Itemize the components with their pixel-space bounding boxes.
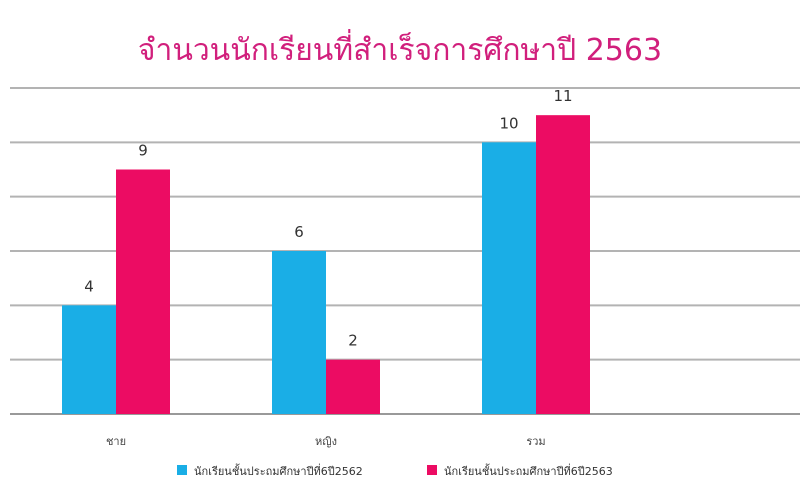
data-label-1-2: 6 bbox=[294, 223, 304, 241]
bar-2-1 bbox=[116, 169, 170, 414]
bar-1-3 bbox=[482, 142, 536, 415]
x-tick-label: หญิง bbox=[315, 435, 337, 448]
data-label-1-1: 4 bbox=[84, 277, 94, 295]
legend-label-1: นักเรียนชั้นประถมศึกษาปีที่6ปี2562 bbox=[194, 463, 363, 478]
data-labels: 4 9 6 2 10 11 bbox=[84, 87, 572, 350]
data-label-2-1: 9 bbox=[138, 142, 148, 160]
bar-2-3 bbox=[536, 115, 590, 415]
legend-swatch-1 bbox=[177, 465, 187, 475]
legend: นักเรียนชั้นประถมศึกษาปีที่6ปี2562 นักเรี… bbox=[177, 463, 613, 478]
x-tick-label: ชาย bbox=[106, 435, 126, 448]
legend-label-2: นักเรียนชั้นประถมศึกษาปีที่6ปี2563 bbox=[444, 463, 613, 478]
data-label-2-2: 2 bbox=[348, 332, 358, 350]
bar-1-1 bbox=[62, 305, 116, 414]
x-axis-tick-labels: ชาย หญิง รวม bbox=[106, 435, 546, 448]
bars bbox=[62, 115, 590, 415]
bar-2-2 bbox=[326, 359, 380, 414]
legend-swatch-2 bbox=[427, 465, 437, 475]
data-label-2-3: 11 bbox=[553, 87, 572, 105]
bar-1-2 bbox=[272, 251, 326, 414]
chart-title: จำนวนนักเรียนที่สำเร็จการศึกษาปี 2563 bbox=[138, 29, 662, 68]
x-tick-label: รวม bbox=[526, 435, 545, 448]
data-label-1-3: 10 bbox=[499, 114, 518, 132]
